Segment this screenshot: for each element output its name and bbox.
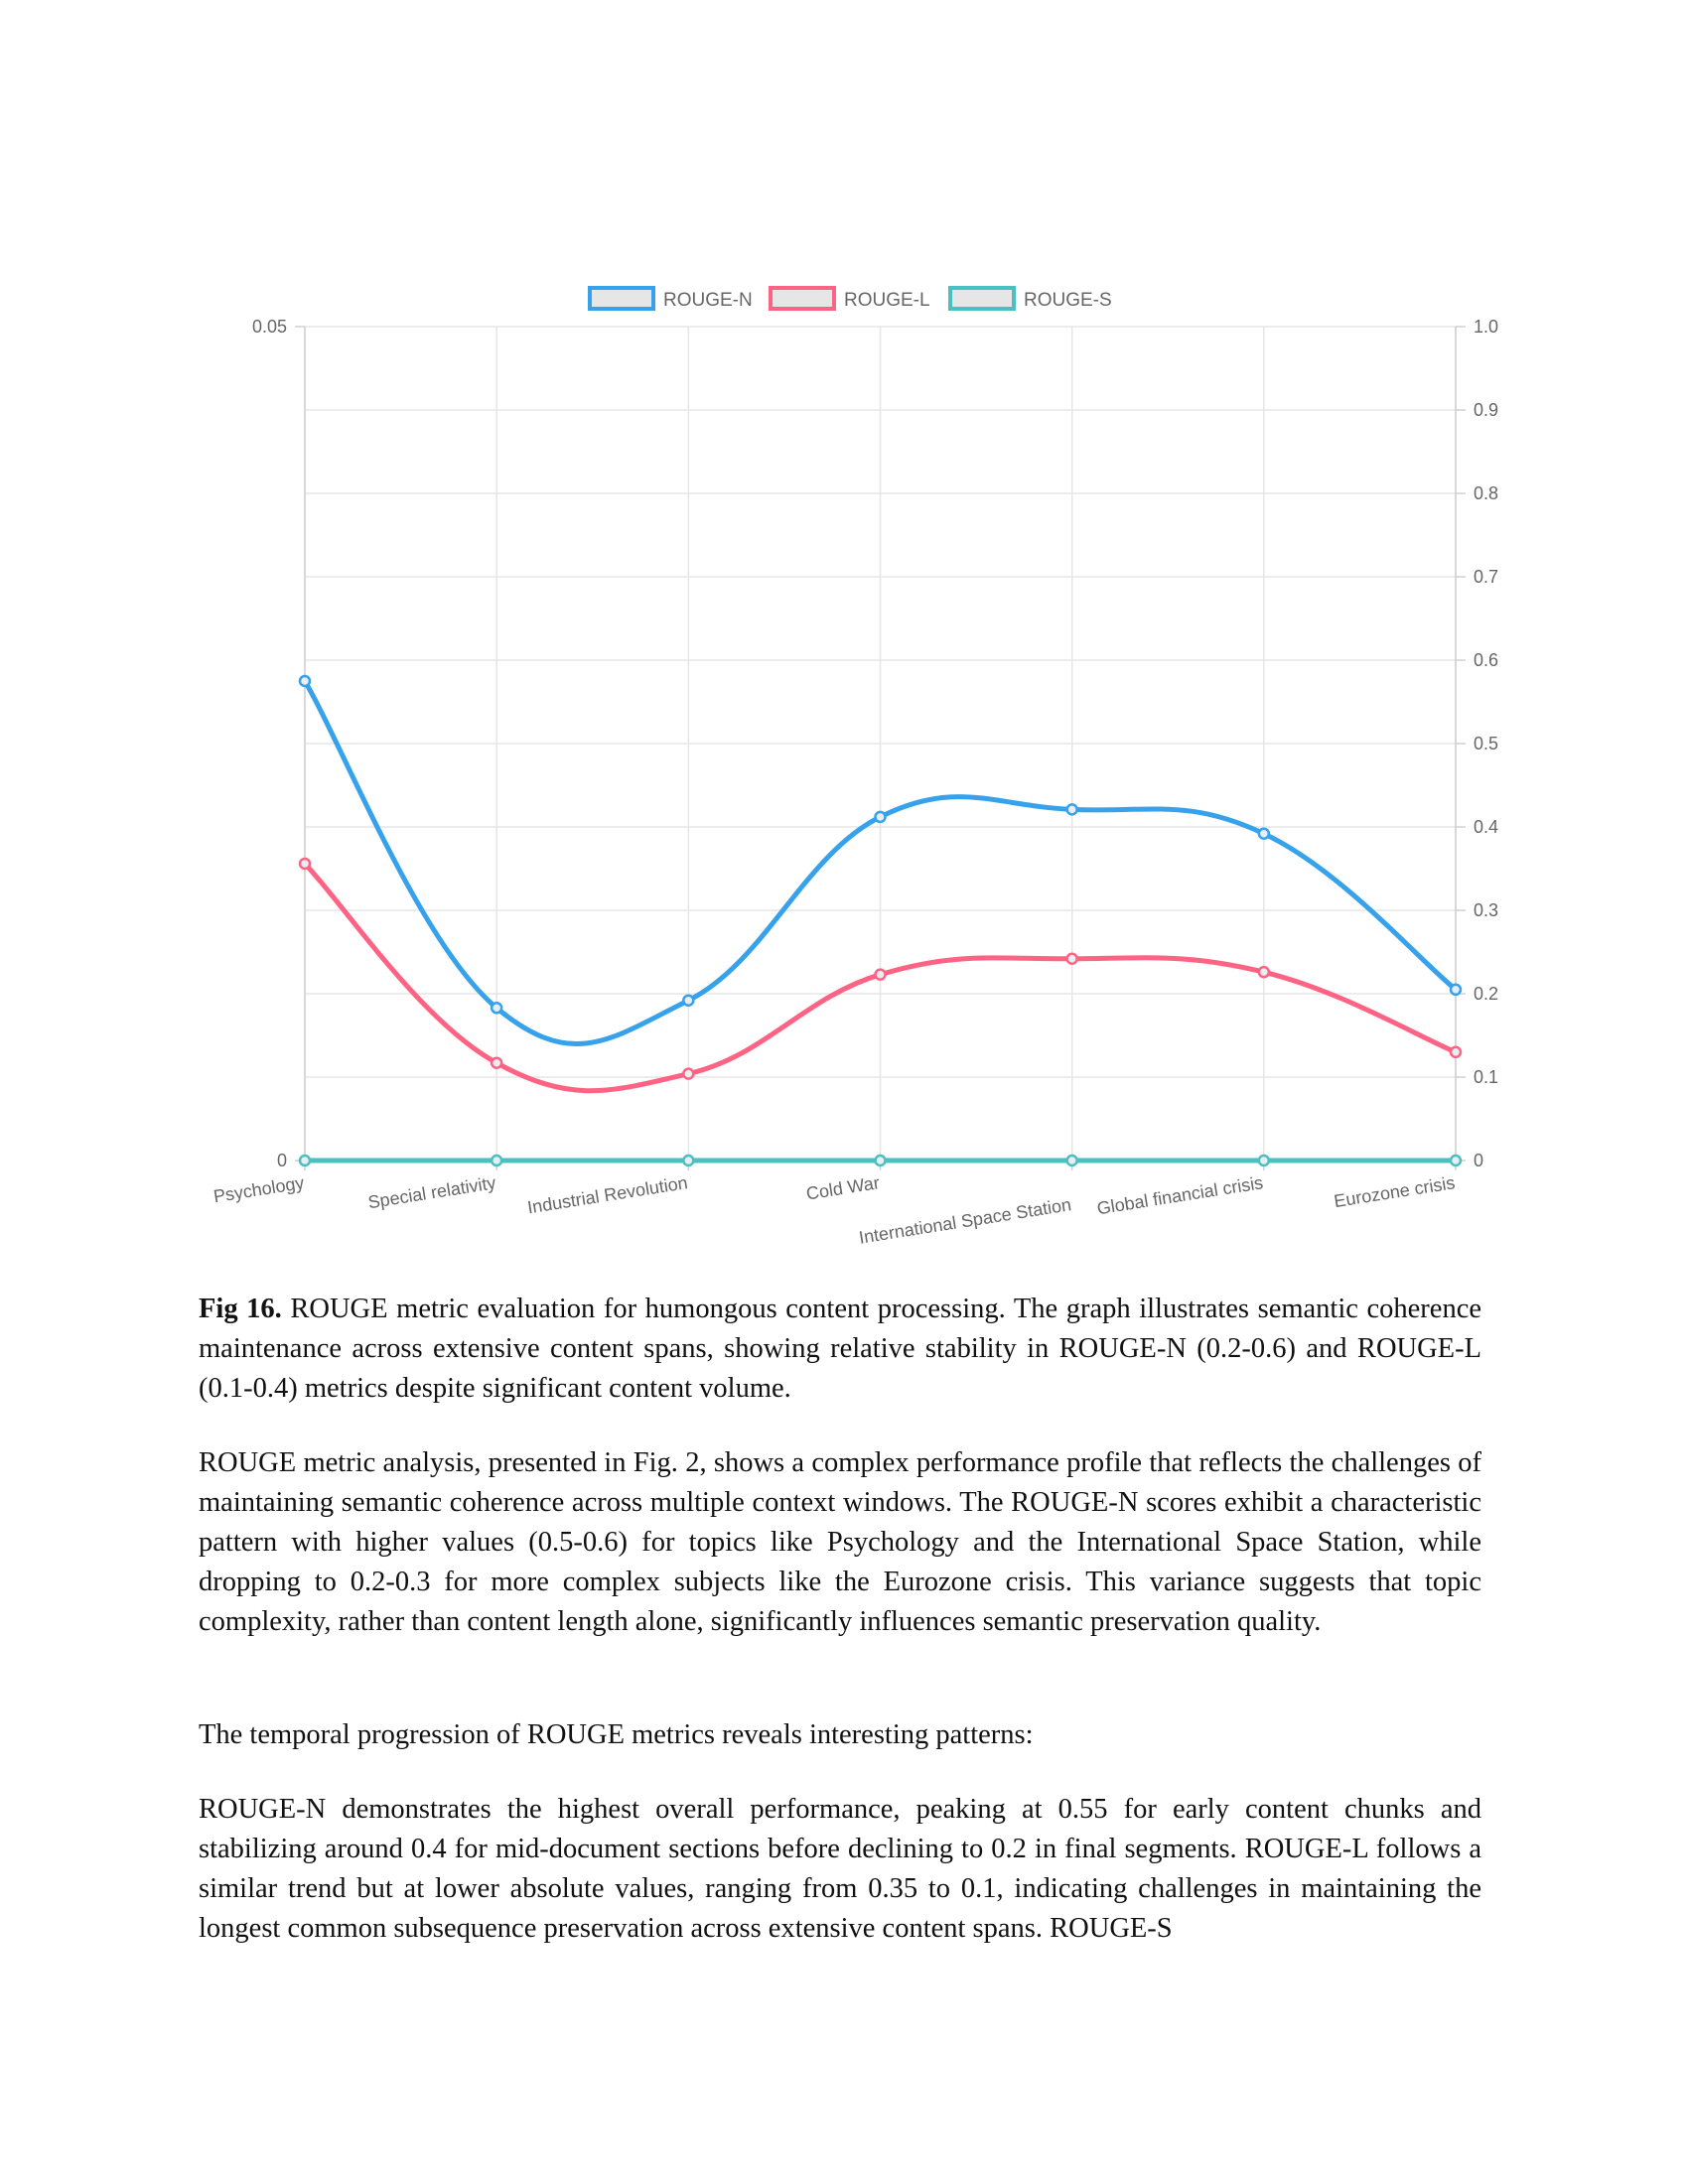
body-paragraph: ROUGE metric analysis, presented in Fig.…	[199, 1447, 1481, 1637]
rouge-n-point	[1449, 983, 1463, 997]
rouge-l-point	[298, 857, 312, 871]
right-axis-tick-label: 0.6	[1474, 650, 1498, 670]
right-axis-tick-label: 0.9	[1474, 400, 1498, 420]
legend-swatch	[769, 286, 836, 311]
rouge-n-point	[298, 674, 312, 688]
figure-caption-text: ROUGE metric evaluation for humongous co…	[199, 1294, 1481, 1404]
x-axis-tick-label: Eurozone crisis	[1333, 1172, 1457, 1211]
rouge-l-point	[682, 1067, 695, 1080]
rouge-line-chart: ROUGE-N ROUGE-L ROUGE-S 0.05 0 1.0 0.9 0.8 0.7…	[212, 286, 1498, 1248]
right-axis-tick-label: 0.2	[1474, 984, 1498, 1004]
rouge-l-point	[1065, 952, 1078, 965]
right-axis-tick-label: 0.1	[1474, 1067, 1498, 1087]
figure-caption: Fig 16. ROUGE metric evaluation for humo…	[199, 1290, 1481, 1409]
x-axis-tick-label: Industrial Revolution	[526, 1172, 689, 1217]
chart-grid	[304, 326, 1457, 1161]
body-paragraph: ROUGE-N demonstrates the highest overall…	[199, 1794, 1481, 1944]
legend-swatch	[948, 286, 1016, 311]
x-axis-tick-label: Special relativity	[366, 1172, 497, 1212]
right-axis-tick-label: 0.3	[1474, 900, 1498, 920]
rouge-s-point	[682, 1154, 695, 1167]
rouge-l-point	[490, 1056, 503, 1069]
right-y-axis: 1.0 0.9 0.8 0.7 0.6 0.5 0.4 0.3 0.2 0.1 0	[1456, 317, 1498, 1170]
rouge-l-point	[1449, 1045, 1463, 1059]
legend-swatch	[588, 286, 655, 311]
rouge-n-point	[1065, 803, 1078, 816]
legend-label: ROUGE-S	[1024, 290, 1112, 311]
x-axis-tick-label: International Space Station	[858, 1194, 1073, 1248]
right-axis-tick-label: 0.8	[1474, 483, 1498, 503]
rouge-s-point	[490, 1154, 503, 1167]
right-axis-tick-label: 0	[1474, 1151, 1483, 1170]
left-y-axis: 0.05 0	[252, 317, 305, 1170]
rouge-n-point	[874, 810, 887, 824]
right-axis-tick-label: 1.0	[1474, 317, 1498, 337]
chart-series	[298, 674, 1463, 1167]
x-axis-tick-label: Psychology	[212, 1172, 306, 1206]
right-axis-tick-label: 0.7	[1474, 567, 1498, 587]
rouge-n-point	[1257, 827, 1271, 840]
left-axis-tick-label: 0	[277, 1151, 287, 1170]
left-axis-tick-label: 0.05	[252, 317, 287, 337]
right-axis-tick-label: 0.4	[1474, 817, 1498, 837]
figure-label: Fig 16.	[199, 1294, 282, 1324]
rouge-s-point	[298, 1154, 312, 1167]
rouge-s-point	[1449, 1154, 1463, 1167]
rouge-n-point	[682, 994, 695, 1007]
right-axis-tick-label: 0.5	[1474, 734, 1498, 753]
x-axis-tick-label: Cold War	[805, 1172, 882, 1203]
chart-legend: ROUGE-N ROUGE-L ROUGE-S	[588, 286, 1112, 311]
rouge-s-point	[874, 1154, 887, 1167]
rouge-l-point	[874, 968, 887, 981]
rouge-s-point	[1257, 1154, 1271, 1167]
x-axis-tick-label: Global financial crisis	[1095, 1172, 1264, 1218]
rouge-l-point	[1257, 965, 1271, 979]
body-paragraph: The temporal progression of ROUGE metric…	[199, 1719, 1034, 1750]
rouge-s-point	[1065, 1154, 1078, 1167]
legend-label: ROUGE-N	[663, 290, 753, 311]
x-axis: Psychology Special relativity Industrial R…	[212, 1160, 1457, 1248]
legend-label: ROUGE-L	[844, 290, 930, 311]
rouge-n-point	[490, 1002, 503, 1015]
